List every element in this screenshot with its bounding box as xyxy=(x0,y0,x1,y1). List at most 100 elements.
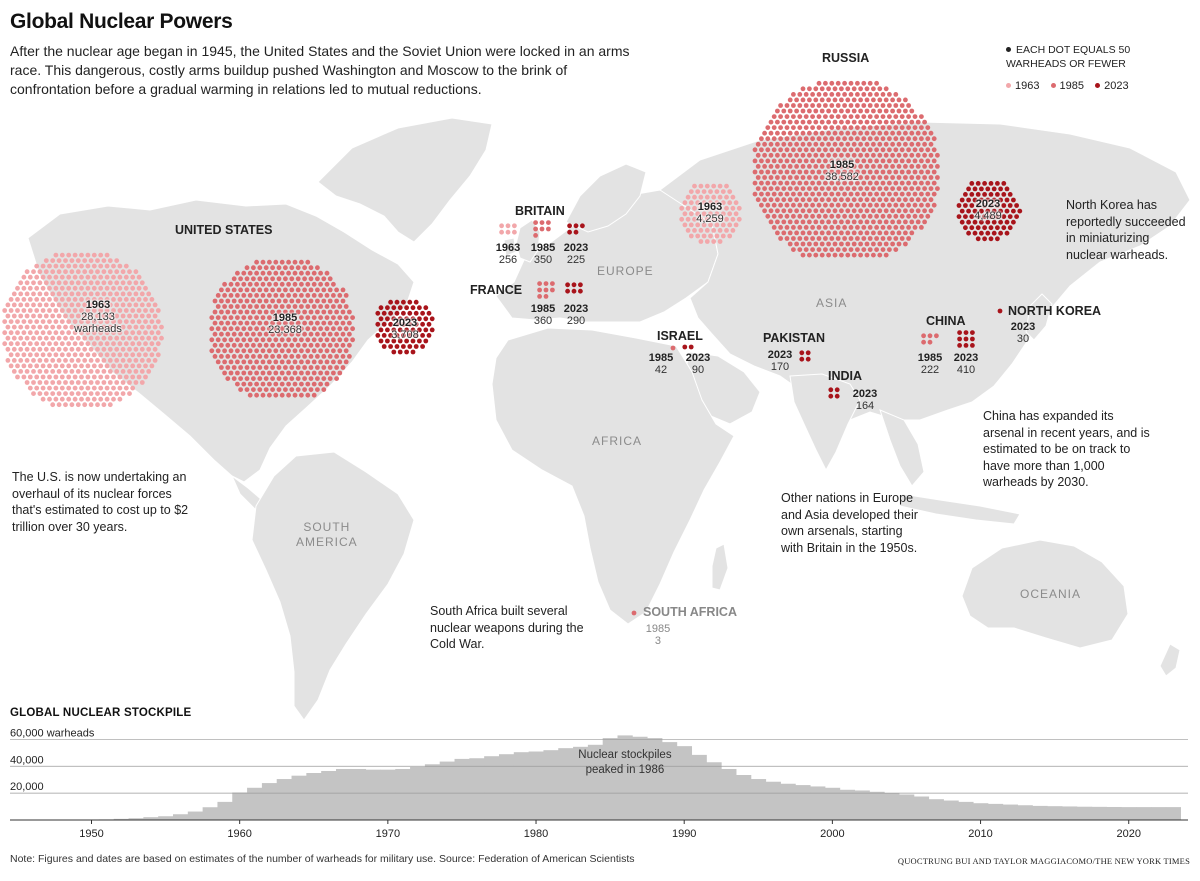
warhead-dot xyxy=(225,309,231,315)
warhead-dot xyxy=(244,265,250,271)
warhead-dot xyxy=(988,225,994,231)
warhead-dot xyxy=(813,241,819,247)
warhead-dot xyxy=(848,191,854,197)
warhead-dot xyxy=(887,92,892,97)
warhead-dot xyxy=(270,287,275,293)
warhead-dot xyxy=(327,287,333,293)
warhead-dot xyxy=(906,103,911,108)
warhead-dot xyxy=(791,236,796,241)
warhead-dot xyxy=(299,326,304,332)
warhead-dot xyxy=(835,136,841,142)
warhead-dot xyxy=(803,147,809,153)
warhead-dot xyxy=(685,194,691,200)
warhead-dot xyxy=(34,274,40,280)
warhead-dot xyxy=(874,103,879,108)
land-new-zealand xyxy=(1159,643,1181,677)
warhead-dot xyxy=(308,276,314,282)
warhead-dot xyxy=(40,308,46,313)
warhead-dot xyxy=(413,299,419,305)
warhead-dot xyxy=(807,241,812,247)
region-south-america: SOUTH AMERICA xyxy=(296,520,358,549)
warhead-dot xyxy=(969,203,975,208)
warhead-dot xyxy=(286,259,291,265)
warhead-dot xyxy=(59,363,65,369)
warhead-dot xyxy=(53,352,59,358)
warhead-dot xyxy=(931,180,937,186)
warhead-dot xyxy=(260,270,266,276)
warhead-dot xyxy=(851,119,857,125)
warhead-dot xyxy=(794,141,799,147)
warhead-dot xyxy=(1001,192,1007,197)
warhead-dot xyxy=(273,348,279,354)
warhead-dot xyxy=(63,358,68,363)
warhead-dot xyxy=(50,335,56,341)
warhead-dot xyxy=(241,304,247,309)
credit: QUOCTRUNG BUI AND TAYLOR MAGGIACOMO/THE … xyxy=(897,856,1190,866)
warhead-dot xyxy=(762,164,767,169)
warhead-dot xyxy=(842,202,847,208)
warhead-dot xyxy=(337,304,343,309)
warhead-dot xyxy=(111,396,116,402)
stockpile-bar-1963 xyxy=(276,779,292,820)
warhead-dot xyxy=(813,219,819,225)
warhead-dot xyxy=(388,333,393,338)
warhead-dot xyxy=(867,80,873,86)
warhead-dot xyxy=(47,363,52,369)
cluster-russia-1985 xyxy=(752,80,940,258)
warhead-dot xyxy=(260,392,266,398)
warhead-dot xyxy=(826,97,831,103)
warhead-dot xyxy=(37,280,43,286)
warhead-dot xyxy=(299,259,304,265)
warhead-dot xyxy=(257,365,263,370)
warhead-dot xyxy=(851,97,857,103)
warhead-dot xyxy=(799,356,805,362)
warhead-dot xyxy=(251,342,256,348)
legend-note-line2: WARHEADS OR FEWER xyxy=(1006,58,1126,70)
warhead-dot xyxy=(59,352,65,358)
warhead-dot xyxy=(231,298,237,304)
warhead-dot xyxy=(18,291,24,297)
warhead-dot xyxy=(321,376,327,381)
warhead-dot xyxy=(257,320,263,326)
warhead-dot xyxy=(880,103,886,108)
warhead-dot xyxy=(101,380,107,385)
warhead-dot xyxy=(85,263,91,269)
warhead-dot xyxy=(270,387,275,392)
warhead-dot xyxy=(254,359,259,365)
warhead-dot xyxy=(343,326,349,332)
warhead-dot xyxy=(5,358,11,363)
warhead-dot xyxy=(883,119,889,125)
warhead-dot xyxy=(40,263,46,269)
warhead-dot xyxy=(324,348,330,354)
warhead-dot xyxy=(755,152,761,158)
warhead-dot xyxy=(819,197,825,203)
warhead-dot xyxy=(931,147,937,153)
country-britain: BRITAIN xyxy=(515,204,565,218)
warhead-dot xyxy=(31,391,36,396)
warhead-dot xyxy=(292,270,298,276)
warhead-dot xyxy=(212,342,218,348)
warhead-dot xyxy=(283,287,288,293)
warhead-dot xyxy=(842,114,847,119)
warhead-dot xyxy=(1004,186,1010,192)
warhead-dot xyxy=(919,213,924,219)
warhead-dot xyxy=(871,219,876,225)
warhead-dot xyxy=(59,285,65,291)
warhead-dot xyxy=(241,326,247,332)
warhead-dot xyxy=(893,191,899,197)
warhead-dot xyxy=(810,191,815,197)
warhead-dot xyxy=(27,385,33,391)
warhead-dot xyxy=(315,309,320,315)
warhead-dot xyxy=(851,208,857,214)
warhead-dot xyxy=(111,341,116,347)
warhead-dot xyxy=(864,241,870,247)
warhead-dot xyxy=(407,299,413,305)
warhead-dot xyxy=(47,274,52,280)
warhead-dot xyxy=(420,333,425,338)
warhead-dot xyxy=(209,348,215,354)
warhead-dot xyxy=(893,202,899,208)
land-greenland xyxy=(317,117,493,243)
warhead-dot xyxy=(75,269,81,275)
warhead-dot xyxy=(27,330,33,336)
warhead-dot xyxy=(1011,197,1016,203)
